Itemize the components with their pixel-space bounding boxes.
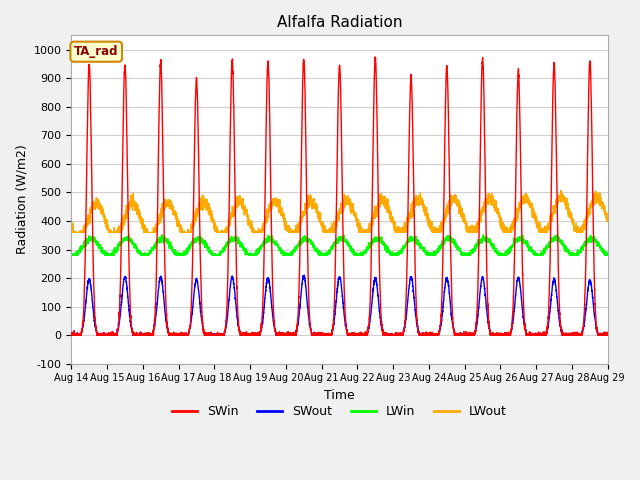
SWin (460, 331, 467, 336)
Y-axis label: Radiation (W/m2): Radiation (W/m2) (15, 144, 28, 254)
Title: Alfalfa Radiation: Alfalfa Radiation (276, 15, 403, 30)
LWin (460, 252, 468, 258)
LWin (158, 232, 166, 238)
LWin (490, 244, 498, 250)
SWin (490, 332, 498, 338)
SWin (67, 332, 75, 338)
SWout (430, 332, 438, 338)
LWin (604, 252, 612, 258)
SWin (430, 332, 438, 338)
LWout (604, 213, 612, 218)
LWout (68, 229, 76, 235)
LWin (604, 251, 611, 256)
LWout (67, 222, 75, 228)
LWout (430, 229, 438, 235)
LWin (320, 252, 328, 258)
SWout (68, 332, 76, 338)
Line: SWin: SWin (71, 57, 608, 335)
LWout (319, 222, 327, 228)
Legend: SWin, SWout, LWin, LWout: SWin, SWout, LWin, LWout (167, 400, 512, 423)
SWin (319, 332, 327, 337)
SWout (490, 331, 498, 337)
LWin (67, 252, 75, 258)
Line: SWout: SWout (71, 275, 608, 335)
SWin (371, 54, 379, 60)
SWout (67, 332, 75, 337)
SWout (460, 331, 468, 336)
SWout (164, 328, 172, 334)
Line: LWin: LWin (71, 235, 608, 255)
SWout (604, 332, 612, 338)
LWout (557, 188, 564, 193)
Text: TA_rad: TA_rad (74, 45, 118, 58)
SWin (604, 332, 611, 338)
Line: LWout: LWout (71, 191, 608, 232)
LWin (164, 240, 172, 246)
LWout (164, 201, 172, 207)
LWin (430, 251, 438, 257)
LWout (604, 217, 611, 223)
SWout (604, 332, 611, 338)
SWin (604, 329, 612, 335)
LWout (460, 218, 467, 224)
X-axis label: Time: Time (324, 389, 355, 402)
SWout (300, 272, 308, 278)
SWout (320, 332, 328, 338)
LWin (68, 252, 76, 258)
LWout (490, 203, 498, 208)
SWin (164, 326, 172, 332)
